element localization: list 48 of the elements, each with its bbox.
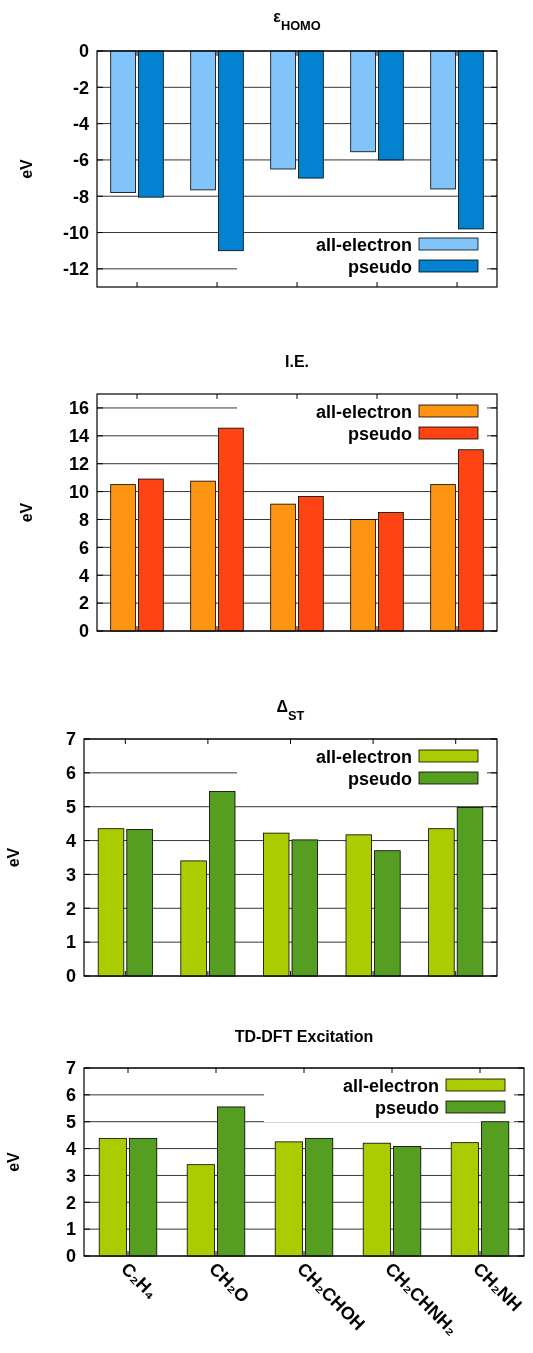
legend-label: all-electron bbox=[315, 747, 412, 767]
y-tick-label: 1 bbox=[65, 932, 76, 953]
y-tick-label: 1 bbox=[65, 1219, 76, 1240]
y-axis-title: eV bbox=[5, 847, 22, 868]
y-tick-label: 12 bbox=[68, 454, 89, 475]
y-tick-label: 0 bbox=[65, 1246, 76, 1267]
y-tick-label: 7 bbox=[65, 729, 76, 750]
y-tick-label: 14 bbox=[68, 426, 89, 447]
legend-label: all-electron bbox=[315, 235, 412, 255]
y-axis-title: eV bbox=[18, 502, 35, 523]
y-axis-title: eV bbox=[18, 158, 35, 179]
y-tick-label: 2 bbox=[78, 593, 89, 614]
y-tick-label: -2 bbox=[72, 77, 89, 98]
y-tick-label: 0 bbox=[78, 41, 89, 62]
chart-title: TD-DFT Excitation bbox=[234, 1028, 374, 1045]
y-tick-label: -10 bbox=[62, 222, 89, 243]
y-tick-label: -12 bbox=[62, 259, 89, 280]
chart-title: I.E. bbox=[284, 353, 310, 370]
legend-label: pseudo bbox=[347, 257, 412, 277]
y-tick-label: 2 bbox=[65, 1192, 76, 1213]
y-tick-label: 6 bbox=[78, 537, 89, 558]
legend-label: pseudo bbox=[347, 769, 412, 789]
y-tick-label: 4 bbox=[65, 1138, 76, 1159]
chart-title: ε$_{HOMO}$ bbox=[273, 8, 321, 33]
y-tick-label: 10 bbox=[68, 481, 89, 502]
legend-label: all-electron bbox=[342, 1076, 439, 1096]
y-tick-label: -8 bbox=[72, 186, 89, 207]
y-tick-label: 3 bbox=[65, 864, 76, 885]
legend-label: pseudo bbox=[374, 1098, 439, 1118]
y-tick-label: 8 bbox=[78, 509, 89, 530]
y-tick-label: 4 bbox=[65, 830, 76, 851]
y-tick-label: -6 bbox=[72, 150, 89, 171]
y-axis-title: eV bbox=[5, 1151, 22, 1172]
y-tick-label: 4 bbox=[78, 565, 89, 586]
y-tick-label: 5 bbox=[65, 797, 76, 818]
y-tick-label: 16 bbox=[68, 398, 89, 419]
y-tick-label: 3 bbox=[65, 1165, 76, 1186]
y-tick-label: 0 bbox=[78, 621, 89, 642]
y-tick-label: 6 bbox=[65, 763, 76, 784]
legend-label: all-electron bbox=[315, 402, 412, 422]
y-tick-label: -4 bbox=[72, 113, 89, 134]
y-tick-label: 0 bbox=[65, 966, 76, 987]
y-tick-label: 7 bbox=[65, 1058, 76, 1079]
y-tick-label: 6 bbox=[65, 1085, 76, 1106]
y-tick-label: 5 bbox=[65, 1112, 76, 1133]
legend-label: pseudo bbox=[347, 424, 412, 444]
y-tick-label: 2 bbox=[65, 898, 76, 919]
chart-title: Δ$_{ST}$ bbox=[276, 698, 305, 723]
